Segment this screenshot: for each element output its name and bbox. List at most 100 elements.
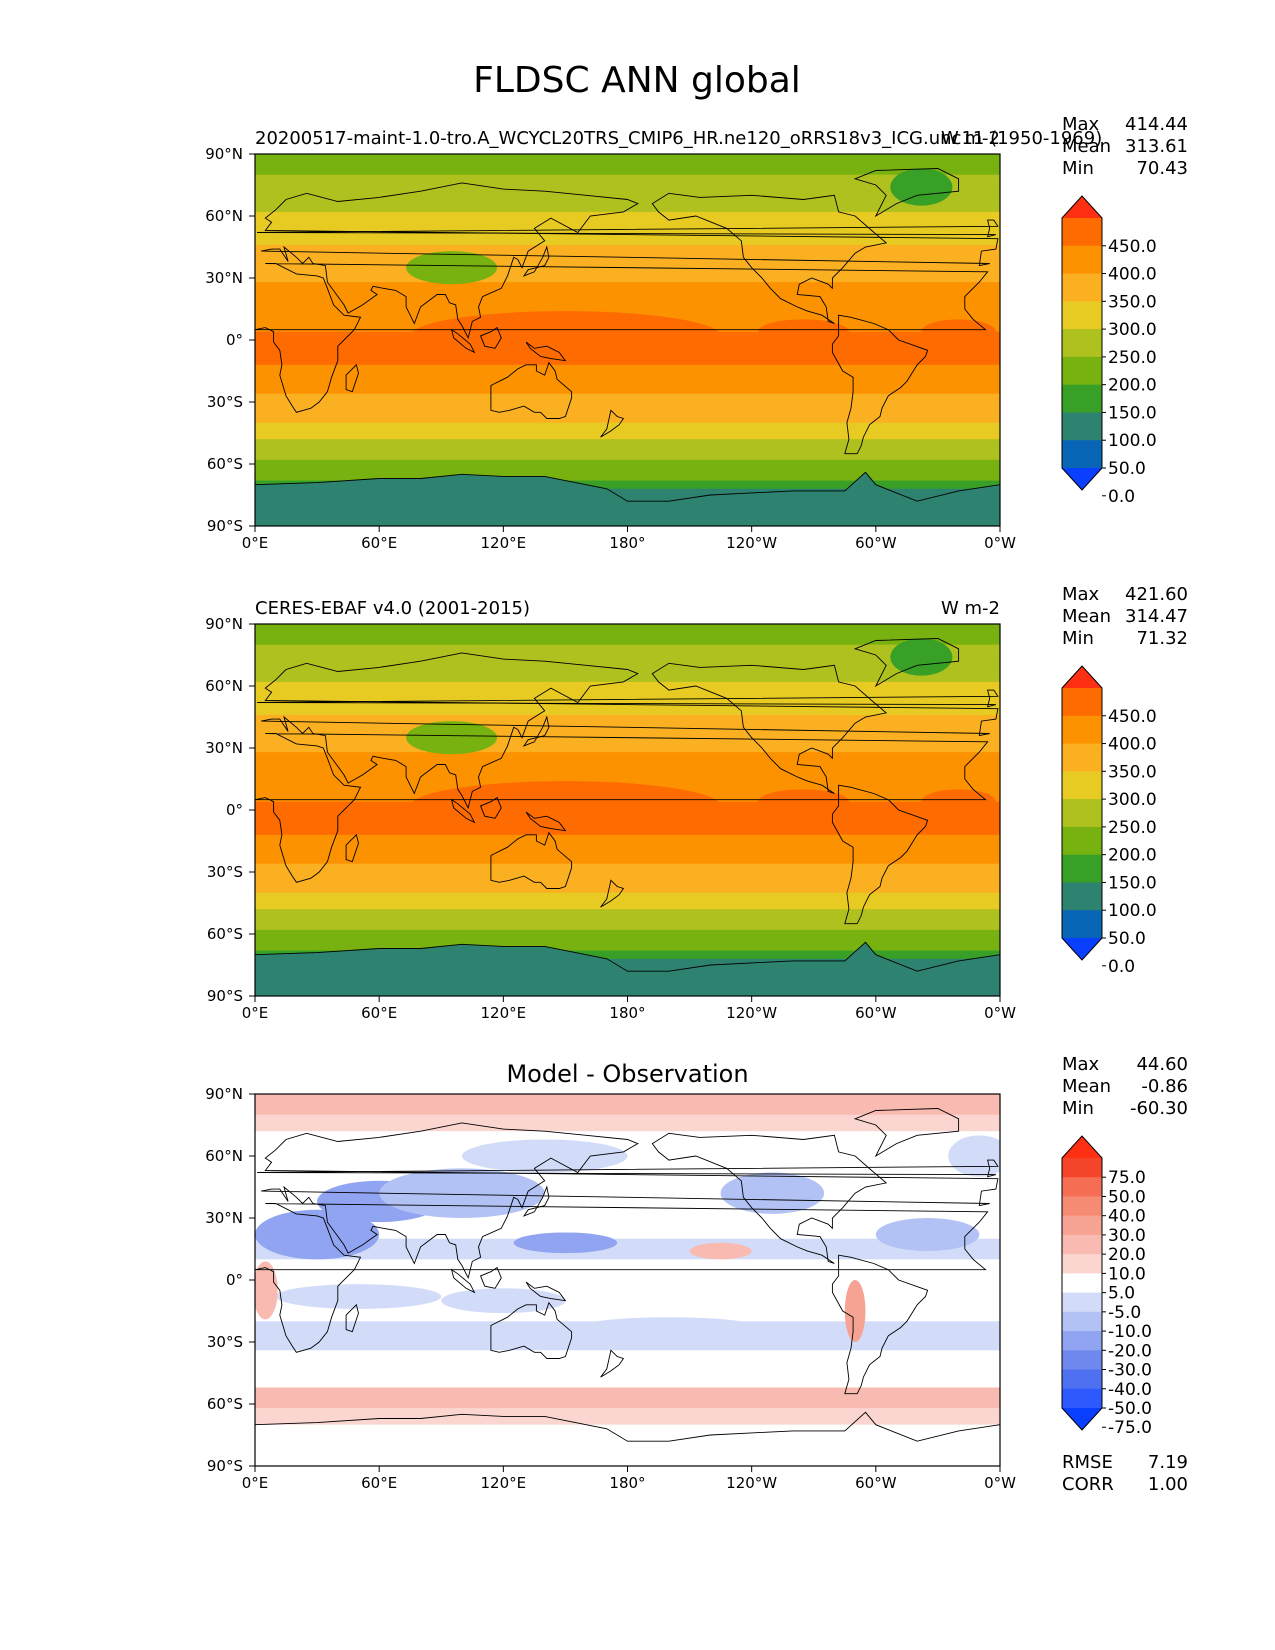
field-band xyxy=(255,826,1000,832)
stat-label-max: Max xyxy=(1062,584,1100,605)
warm-pool-west-pacific xyxy=(410,311,721,361)
coastline-uk xyxy=(257,689,999,708)
field-band xyxy=(255,1110,1000,1116)
field-band xyxy=(255,636,1000,642)
coastline-madagascar xyxy=(345,833,359,863)
field-band xyxy=(255,1201,1000,1207)
colorbar-segment xyxy=(1062,273,1102,302)
coastline-sumatra xyxy=(450,1268,476,1294)
colorbar-extend-min xyxy=(1062,468,1102,490)
field-band xyxy=(255,373,1000,378)
colorbar-extend-min xyxy=(1062,938,1102,960)
colorbar-segment xyxy=(1062,1292,1102,1313)
field-band xyxy=(255,1131,1000,1136)
field-band xyxy=(255,863,1000,869)
field-band xyxy=(255,1428,1000,1434)
map-field xyxy=(255,1094,1000,1466)
stat-label-max: Max xyxy=(1062,1054,1100,1075)
warm-pool-atlantic xyxy=(921,319,996,345)
coastline-europe-asia xyxy=(261,652,999,810)
colorbar-label: 0.0 xyxy=(1108,487,1135,507)
colorbar-label: 200.0 xyxy=(1108,376,1157,396)
coastline-antarctica xyxy=(255,941,1000,996)
anomaly-patch xyxy=(255,1261,278,1320)
anomaly-patch xyxy=(461,1139,628,1173)
panel-title-center: Model - Observation xyxy=(506,1060,748,1088)
field-band xyxy=(255,1255,1000,1260)
colorbar-label: 450.0 xyxy=(1108,237,1157,257)
y-tick-label: 90°N xyxy=(205,145,243,163)
field-band xyxy=(255,1362,1000,1368)
field-band xyxy=(255,1160,1000,1165)
coastlines xyxy=(255,168,1000,526)
field-band xyxy=(255,294,1000,300)
colorbar-label: 50.0 xyxy=(1108,1187,1146,1207)
coastline-greenland xyxy=(853,168,960,218)
panel-model: 0°E 60°E 120°E 180° 120°W 60°W 0°W 90°N 60°N 30°N… xyxy=(205,114,1188,552)
anomaly-patch xyxy=(720,1172,825,1214)
colorbar-segment xyxy=(1062,799,1102,828)
field-band xyxy=(255,207,1000,213)
x-tick-label: 120°W xyxy=(726,534,777,552)
field-band xyxy=(255,1437,1000,1442)
colorbar-label: 5.0 xyxy=(1108,1284,1135,1304)
field-band xyxy=(255,1222,1000,1227)
field-band xyxy=(255,1304,1000,1310)
field-band xyxy=(255,253,1000,258)
colorbar-label: 150.0 xyxy=(1108,403,1157,423)
colorbar-segment xyxy=(1062,1196,1102,1217)
x-tick-label: 0°E xyxy=(242,534,269,552)
colorbar-segment xyxy=(1062,356,1102,386)
colorbar-extend-max xyxy=(1062,196,1102,218)
field-band xyxy=(255,1313,1000,1318)
coastline-europe-asia xyxy=(261,182,999,340)
field-band xyxy=(255,273,1000,279)
field-band xyxy=(255,1098,1000,1103)
colorbar-segment xyxy=(1062,743,1102,772)
colorbar-label: -10.0 xyxy=(1108,1322,1152,1342)
field-band xyxy=(255,739,1000,745)
coastline-madagascar xyxy=(345,363,359,393)
panel-diff: 0°E 60°E 120°E 180° 120°W 60°W 0°W 90°N 60°N 30°N… xyxy=(205,1054,1188,1495)
x-tick-label: 120°E xyxy=(481,1004,527,1022)
field-band xyxy=(255,191,1000,196)
field-band xyxy=(255,1280,1000,1285)
field-band xyxy=(255,443,1000,449)
field-band xyxy=(255,240,1000,246)
field-band xyxy=(255,166,1000,172)
field-band xyxy=(255,472,1000,477)
field-band xyxy=(255,306,1000,312)
field-band xyxy=(255,1445,1000,1451)
coastline-japan xyxy=(522,245,550,277)
field-band xyxy=(255,199,1000,205)
anomaly-patch xyxy=(275,1284,442,1309)
field-band xyxy=(255,290,1000,296)
field-band xyxy=(255,1246,1000,1252)
coastline-south-america xyxy=(831,784,929,925)
field-band xyxy=(255,743,1000,749)
y-tick-label: 0° xyxy=(226,331,243,349)
field-band xyxy=(255,269,1000,275)
field-band xyxy=(255,410,1000,415)
colorbar-label: 250.0 xyxy=(1108,818,1157,838)
field-band xyxy=(255,624,1000,629)
field-band xyxy=(255,888,1000,894)
x-tick-label: 60°W xyxy=(855,1474,897,1492)
field-band xyxy=(255,459,1000,465)
colorbar-label: 300.0 xyxy=(1108,790,1157,810)
colorbar-segment xyxy=(1062,1177,1102,1197)
x-tick-label: 120°W xyxy=(726,1004,777,1022)
stat-value-min: -60.30 xyxy=(1130,1098,1188,1119)
field-band xyxy=(255,652,1000,658)
field-band xyxy=(255,464,1000,469)
coastline-sumatra xyxy=(450,328,476,354)
colorbar-segment xyxy=(1062,1369,1102,1390)
field-band xyxy=(255,1106,1000,1112)
field-band xyxy=(255,1420,1000,1426)
x-tick-label: 0°W xyxy=(984,534,1016,552)
x-tick-label: 120°E xyxy=(481,534,527,552)
coastline-new-guinea xyxy=(525,811,567,832)
field-band xyxy=(255,249,1000,254)
field-band xyxy=(255,913,1000,919)
coastline-borneo xyxy=(480,326,502,349)
